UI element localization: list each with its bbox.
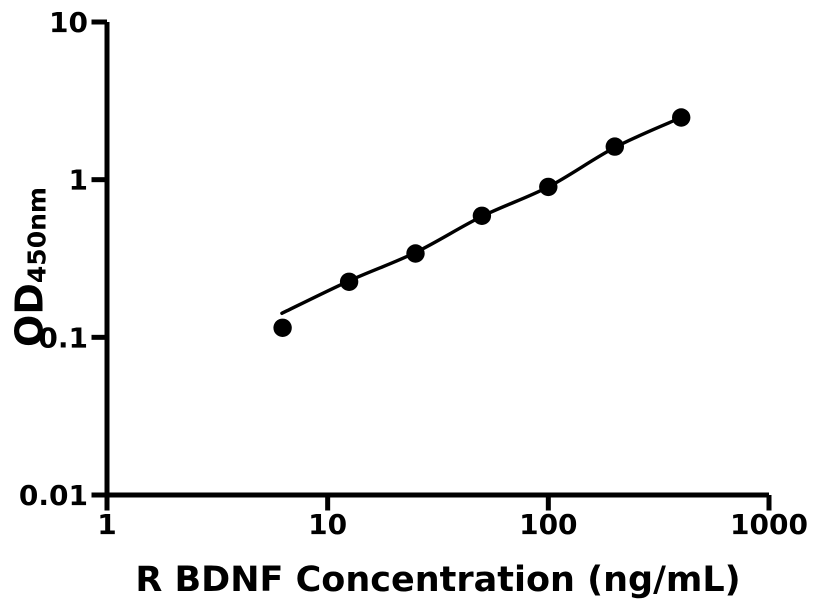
y-tick-label: 10 — [49, 6, 88, 39]
y-axis-title-main: OD — [7, 283, 52, 347]
x-axis-title: R BDNF Concentration (ng/mL) — [135, 560, 741, 600]
x-tick-label: 1 — [97, 508, 116, 541]
x-tick-label: 1000 — [730, 508, 808, 541]
data-point-marker — [406, 244, 425, 263]
data-point-marker — [539, 177, 558, 197]
y-tick-label: 0.1 — [38, 321, 88, 354]
y-axis-title: OD450nm — [7, 187, 52, 347]
x-tick-label: 10 — [308, 508, 347, 541]
data-point-marker — [672, 108, 691, 127]
data-point-marker — [273, 318, 292, 337]
data-point-marker — [605, 137, 624, 156]
y-tick-label: 1 — [69, 164, 88, 197]
x-tick-label: 100 — [519, 508, 577, 541]
data-point-marker — [472, 206, 492, 225]
axes-spine — [104, 22, 769, 498]
data-point-marker — [339, 272, 359, 291]
y-axis-title-subscript: 450nm — [22, 187, 52, 284]
y-tick-label: 0.01 — [19, 479, 88, 512]
